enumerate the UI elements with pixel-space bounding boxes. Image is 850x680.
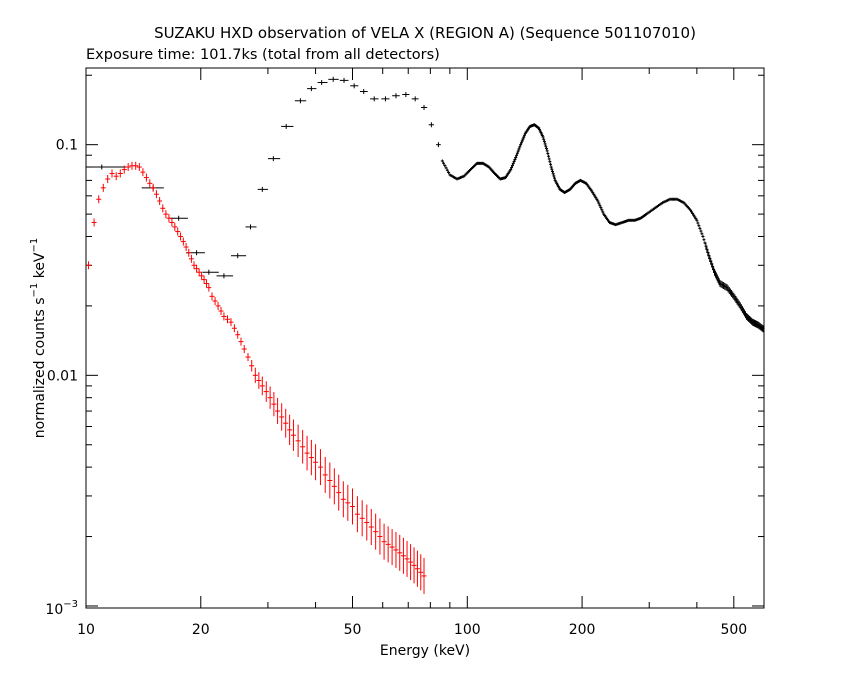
- x-axis-label: Energy (keV): [380, 643, 470, 659]
- x-tick-labels: 10 20 50 100 200 500: [77, 622, 747, 638]
- plot-frame: [85, 67, 765, 609]
- x-tick-label: 100: [454, 622, 481, 638]
- y-tick-label: 0.1: [56, 138, 78, 154]
- y-tick-bottom-exp: −3: [63, 599, 78, 610]
- x-tick-label: 500: [720, 622, 747, 638]
- y-axis-label-mid: keV: [32, 252, 48, 283]
- y-tick-label-bottom: 10−3: [45, 599, 78, 618]
- y-tick-labels: 0.1 0.01: [47, 138, 78, 385]
- y-axis-label-exp2: −1: [29, 238, 40, 253]
- y-axis-label-exp1: −1: [29, 283, 40, 298]
- series-0: [86, 76, 765, 333]
- data-series: [85, 76, 765, 594]
- y-axis-label: normalized counts s−1 keV−1: [29, 238, 48, 439]
- chart-subtitle: Exposure time: 101.7ks (total from all d…: [86, 47, 440, 63]
- series-1: [85, 161, 427, 594]
- x-tick-label: 50: [344, 622, 362, 638]
- y-axis-label-main: normalized counts s: [32, 297, 48, 438]
- y-tick-label: 0.01: [47, 368, 78, 384]
- chart-title: SUZAKU HXD observation of VELA X (REGION…: [154, 24, 696, 42]
- axis-ticks: [85, 68, 765, 608]
- y-tick-bottom-base: 10: [45, 602, 63, 618]
- x-tick-label: 10: [77, 622, 95, 638]
- x-tick-label: 20: [192, 622, 210, 638]
- x-tick-label: 200: [569, 622, 596, 638]
